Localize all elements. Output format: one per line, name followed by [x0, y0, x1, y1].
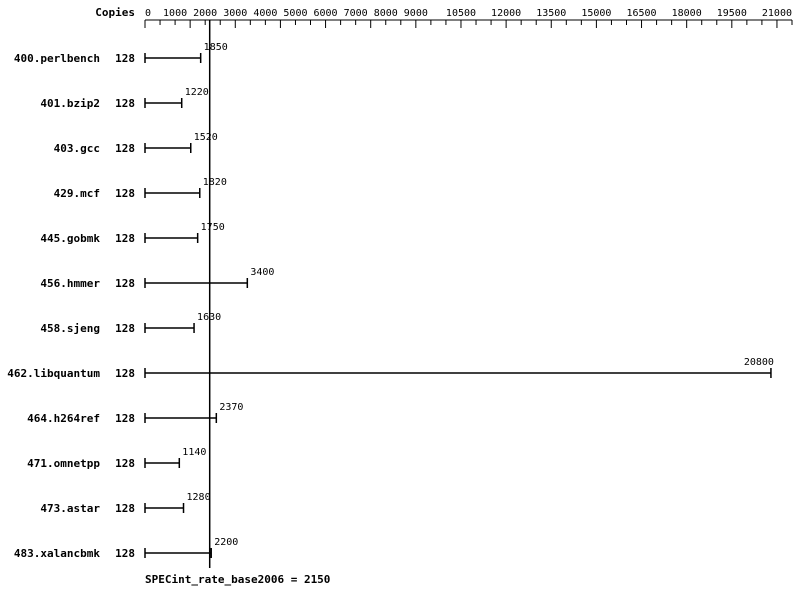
copies-value: 128 — [115, 187, 135, 200]
reference-label: SPECint_rate_base2006 = 2150 — [145, 573, 330, 586]
copies-value: 128 — [115, 52, 135, 65]
benchmark-name: 445.gobmk — [40, 232, 100, 245]
value-label: 2370 — [219, 402, 243, 413]
axis-tick-label: 21000 — [762, 8, 792, 19]
copies-value: 128 — [115, 232, 135, 245]
copies-value: 128 — [115, 502, 135, 515]
value-label: 1820 — [203, 177, 227, 188]
benchmark-name: 401.bzip2 — [40, 97, 100, 110]
copies-value: 128 — [115, 412, 135, 425]
benchmark-name: 471.omnetpp — [27, 457, 100, 470]
axis-tick-label: 1000 — [163, 8, 187, 19]
value-label: 1750 — [201, 222, 225, 233]
axis-tick-label: 6000 — [314, 8, 338, 19]
copies-value: 128 — [115, 142, 135, 155]
benchmark-name: 462.libquantum — [7, 367, 100, 380]
value-label: 1140 — [182, 447, 206, 458]
benchmark-name: 456.hmmer — [40, 277, 100, 290]
axis-tick-label: 4000 — [253, 8, 277, 19]
chart-container: 0 1000 2000 3000 4000 5000 6000 7000 8000 9000 105… — [0, 0, 799, 606]
axis-tick-label: 12000 — [491, 8, 521, 19]
axis-tick-label: 3000 — [223, 8, 247, 19]
copies-header: Copies — [95, 6, 135, 19]
axis-tick-label: 15000 — [581, 8, 611, 19]
benchmark-name: 429.mcf — [54, 187, 100, 200]
copies-value: 128 — [115, 367, 135, 380]
copies-value: 128 — [115, 457, 135, 470]
benchmark-name: 464.h264ref — [27, 412, 100, 425]
axis-tick-label: 7000 — [344, 8, 368, 19]
copies-value: 128 — [115, 547, 135, 560]
value-label: 1280 — [187, 492, 211, 503]
axis-tick-label: 16500 — [626, 8, 656, 19]
benchmark-name: 473.astar — [40, 502, 100, 515]
benchmark-name: 400.perlbench — [14, 52, 100, 65]
value-label: 1520 — [194, 132, 218, 143]
copies-value: 128 — [115, 97, 135, 110]
axis-tick-label: 19500 — [717, 8, 747, 19]
axis-tick-label: 5000 — [283, 8, 307, 19]
axis-tick-label: 2000 — [193, 8, 217, 19]
axis-tick-label: 10500 — [446, 8, 476, 19]
benchmark-name: 458.sjeng — [40, 322, 100, 335]
benchmark-name: 483.xalancbmk — [14, 547, 100, 560]
value-label: 20800 — [744, 357, 774, 368]
value-label: 2200 — [214, 537, 238, 548]
benchmark-name: 403.gcc — [54, 142, 100, 155]
axis-tick-label: 8000 — [374, 8, 398, 19]
copies-value: 128 — [115, 277, 135, 290]
copies-value: 128 — [115, 322, 135, 335]
value-label: 1220 — [185, 87, 209, 98]
axis-tick-label: 13500 — [536, 8, 566, 19]
value-label: 1630 — [197, 312, 221, 323]
value-label: 1850 — [204, 42, 228, 53]
axis-tick-label: 0 — [145, 8, 151, 19]
benchmark-chart: 0 1000 2000 3000 4000 5000 6000 7000 8000 9000 105… — [0, 0, 799, 606]
axis-tick-label: 18000 — [672, 8, 702, 19]
axis-tick-label: 9000 — [404, 8, 428, 19]
value-label: 3400 — [250, 267, 274, 278]
